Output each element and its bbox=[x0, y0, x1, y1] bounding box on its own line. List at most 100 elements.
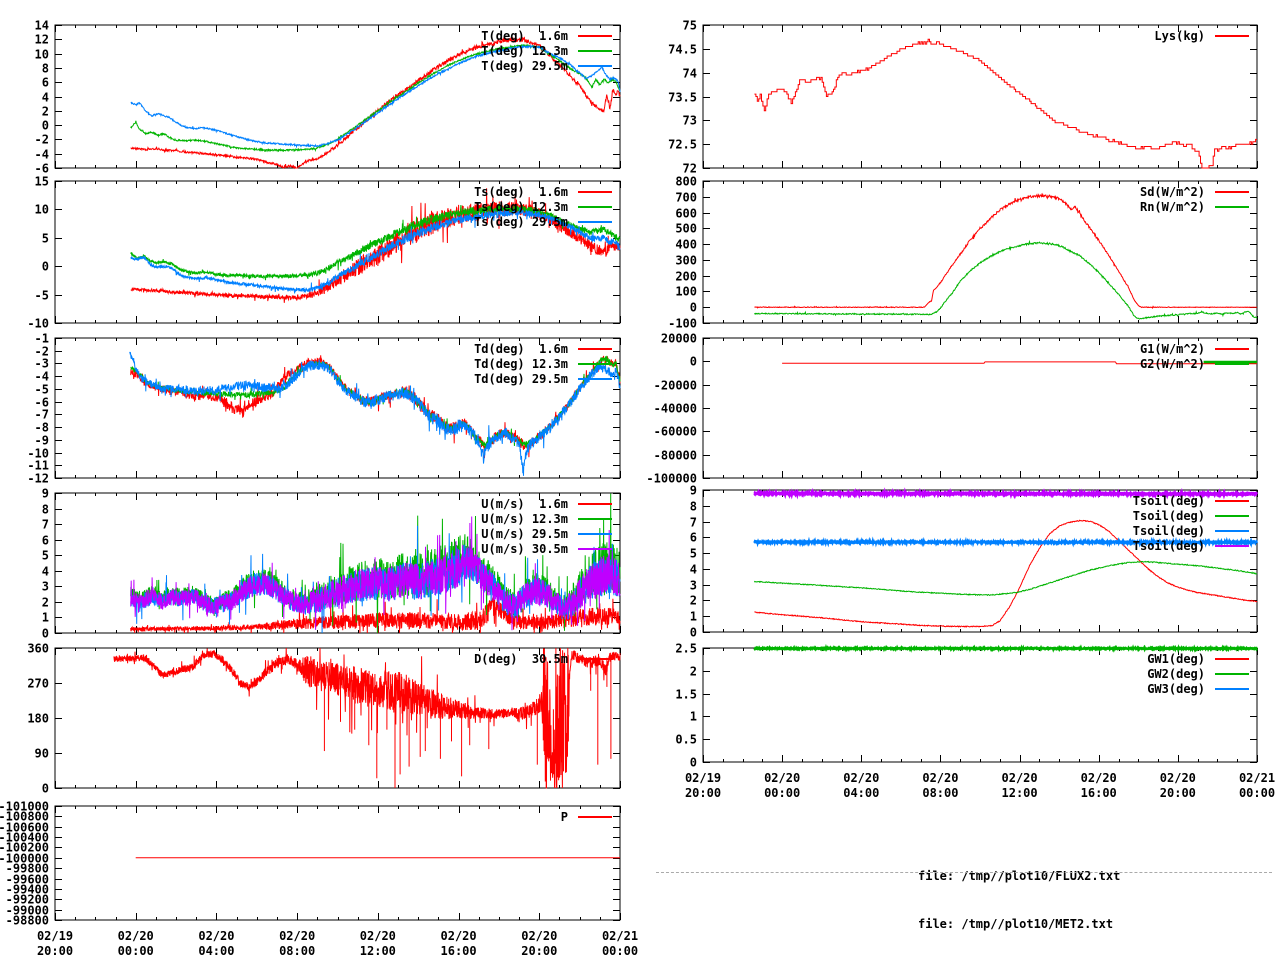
legend-label: Ts(deg) 29.5m bbox=[474, 214, 568, 229]
y-tick-label: 300 bbox=[675, 254, 697, 268]
y-tick-label: 90 bbox=[35, 747, 49, 761]
y-tick-label: -11 bbox=[27, 459, 49, 473]
y-tick-label: 73.5 bbox=[668, 91, 697, 105]
legend-label: T(deg) 1.6m bbox=[481, 28, 568, 43]
legend-entry: T(deg) 1.6m bbox=[481, 28, 612, 43]
legend-entry: Tsoil(deg) bbox=[1133, 523, 1249, 538]
y-tick-label: 270 bbox=[27, 677, 49, 691]
legend-line-sample bbox=[1215, 190, 1249, 193]
y-tick-label: 100 bbox=[675, 285, 697, 299]
legend-entry: Td(deg) 12.3m bbox=[474, 356, 612, 371]
y-tick-label: 73 bbox=[683, 114, 697, 128]
legend-line-sample bbox=[578, 347, 612, 350]
y-tick-label: 6 bbox=[42, 534, 49, 548]
y-tick-label: 1 bbox=[42, 611, 49, 625]
x-axis-labels-left: 02/1920:0002/2000:0002/2004:0002/2008:00… bbox=[37, 929, 638, 958]
legend-label: D(deg) 30.5m bbox=[474, 651, 568, 666]
y-tick-label: 74.5 bbox=[668, 43, 697, 57]
series-u-30-5m bbox=[130, 516, 621, 631]
y-tick-label: 10 bbox=[35, 48, 49, 62]
y-tick-label: -99400 bbox=[6, 883, 49, 897]
y-tick-label: 0 bbox=[690, 756, 697, 770]
file-line-met: file: /tmp//plot10/MET2.txt bbox=[918, 917, 1114, 931]
legend-line-sample bbox=[1215, 687, 1249, 690]
y-tick-label: -98800 bbox=[6, 914, 49, 928]
x-tick-label: 02/19 bbox=[37, 929, 73, 943]
legend-label: T(deg) 12.3m bbox=[481, 43, 568, 58]
x-tick-label: 16:00 bbox=[1081, 786, 1117, 800]
y-tick-label: 8 bbox=[42, 62, 49, 76]
y-tick-label: -6 bbox=[35, 396, 49, 410]
legend-entry: U(m/s) 30.5m bbox=[481, 541, 612, 556]
legend-Tsoil: Tsoil(deg) Tsoil(deg) Tsoil(deg) Tsoil(deg) bbox=[1133, 493, 1249, 553]
legend-line-sample bbox=[578, 502, 612, 505]
legend-label: G2(W/m^2) bbox=[1139, 356, 1205, 371]
x-tick-label: 04:00 bbox=[843, 786, 879, 800]
series-ts-12-3m bbox=[130, 203, 621, 281]
x-tick-label: 02/20 bbox=[521, 929, 557, 943]
legend-label: GW1(deg) bbox=[1147, 651, 1205, 666]
legend-entry: Lys(kg) bbox=[1154, 28, 1249, 43]
legend-label: Ts(deg) 1.6m bbox=[474, 184, 568, 199]
y-tick-label: -99800 bbox=[6, 862, 49, 876]
x-tick-label: 12:00 bbox=[360, 944, 396, 958]
y-tick-label: 7 bbox=[690, 516, 697, 530]
y-tick-label: 2 bbox=[42, 596, 49, 610]
legend-U: U(m/s) 1.6m U(m/s) 12.3m U(m/s) 29.5m U(m/s… bbox=[481, 496, 612, 556]
legend-entry: Ts(deg) 29.5m bbox=[474, 214, 612, 229]
x-tick-label: 00:00 bbox=[118, 944, 154, 958]
legend-entry: Td(deg) 1.6m bbox=[474, 341, 612, 356]
x-tick-label: 02/20 bbox=[764, 771, 800, 785]
legend-line-sample bbox=[1215, 544, 1249, 547]
source-files: file: /tmp//plot10/FLUX2.txt file: /tmp/… bbox=[918, 836, 1120, 960]
y-tick-label: -101000 bbox=[0, 800, 49, 814]
y-tick-label: 74 bbox=[683, 67, 697, 81]
x-tick-label: 02/20 bbox=[198, 929, 234, 943]
legend-entry: T(deg) 12.3m bbox=[481, 43, 612, 58]
legend-label: Sd(W/m^2) bbox=[1139, 184, 1205, 199]
y-tick-label: 72 bbox=[683, 162, 697, 176]
legend-entry: G2(W/m^2) bbox=[1140, 356, 1249, 371]
y-tick-label: 180 bbox=[27, 712, 49, 726]
x-tick-label: 00:00 bbox=[1239, 786, 1275, 800]
legend-label: Td(deg) 29.5m bbox=[474, 371, 568, 386]
y-tick-label: 72.5 bbox=[668, 138, 697, 152]
legend-line-sample bbox=[578, 532, 612, 535]
y-tick-label: 500 bbox=[675, 222, 697, 236]
y-tick-label: 0 bbox=[690, 301, 697, 315]
y-tick-label: 5 bbox=[42, 549, 49, 563]
legend-Rad: Sd(W/m^2) Rn(W/m^2) bbox=[1140, 184, 1249, 214]
legend-line-sample bbox=[578, 205, 612, 208]
y-tick-label: -99600 bbox=[6, 873, 49, 887]
legend-line-sample bbox=[578, 517, 612, 520]
series-tsoil-1 bbox=[754, 519, 1258, 628]
y-tick-label: 4 bbox=[42, 565, 49, 579]
legend-line-sample bbox=[578, 362, 612, 365]
legend-P: P bbox=[561, 809, 612, 824]
x-tick-label: 02/20 bbox=[279, 929, 315, 943]
x-tick-label: 00:00 bbox=[602, 944, 638, 958]
y-tick-label: -100200 bbox=[0, 841, 49, 855]
series-tsoil-4 bbox=[753, 487, 1259, 500]
y-tick-label: -99200 bbox=[6, 893, 49, 907]
plot-Ts: 15 10 5 0 -5 -10 bbox=[27, 175, 621, 331]
y-tick-label: 200 bbox=[675, 270, 697, 284]
legend-label: Tsoil(deg) bbox=[1132, 538, 1205, 553]
y-tick-label: 9 bbox=[690, 484, 697, 498]
y-tick-label: 10 bbox=[35, 203, 49, 217]
y-tick-label: 2 bbox=[690, 594, 697, 608]
y-tick-label: 1 bbox=[690, 710, 697, 724]
y-tick-label: -6 bbox=[35, 162, 49, 176]
y-tick-label: 700 bbox=[675, 191, 697, 205]
legend-entry: U(m/s) 29.5m bbox=[481, 526, 612, 541]
y-tick-label: 2.5 bbox=[675, 642, 697, 656]
y-tick-label: 4 bbox=[690, 563, 697, 577]
legend-label: U(m/s) 12.3m bbox=[481, 511, 568, 526]
y-tick-label: 800 bbox=[675, 175, 697, 189]
plot-U: 9 87 65 43 21 0 bbox=[42, 487, 621, 641]
legend-entry: G1(W/m^2) bbox=[1140, 341, 1249, 356]
y-tick-label: -100600 bbox=[0, 821, 49, 835]
legend-entry: GW3(deg) bbox=[1147, 681, 1249, 696]
legend-line-sample bbox=[578, 190, 612, 193]
